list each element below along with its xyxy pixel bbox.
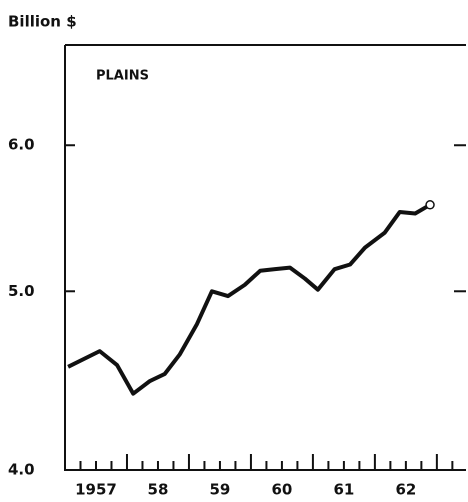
y-axis-label: Billion $ bbox=[8, 13, 77, 31]
x-tick-label: 62 bbox=[395, 481, 416, 499]
end-marker bbox=[425, 200, 435, 210]
y-tick-label: 6.0 bbox=[8, 136, 35, 154]
x-tick-label: 58 bbox=[148, 481, 169, 499]
y-tick-label: 4.0 bbox=[8, 461, 35, 479]
x-tick-label: 60 bbox=[271, 481, 292, 499]
x-tick-label: 1957 bbox=[75, 481, 117, 499]
y-tick-label: 5.0 bbox=[8, 282, 35, 300]
x-tick-label: 61 bbox=[333, 481, 354, 499]
x-tick-label: 59 bbox=[210, 481, 231, 499]
data-line bbox=[67, 203, 432, 396]
frame bbox=[64, 44, 466, 471]
annotation: PLAINS bbox=[96, 69, 149, 84]
